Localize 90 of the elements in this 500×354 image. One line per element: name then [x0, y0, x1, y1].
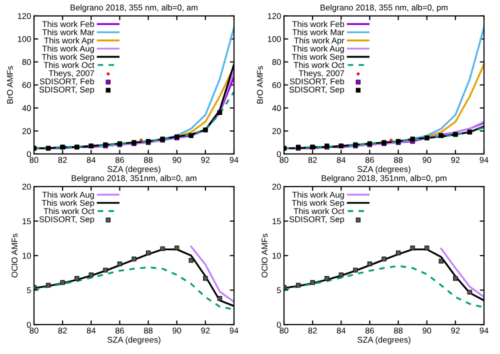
- x-tick-label: 90: [422, 156, 432, 163]
- legend-label: This work Sep: [292, 54, 344, 62]
- x-tick-label: 82: [58, 328, 67, 334]
- x-tick-label: 94: [230, 328, 238, 334]
- legend-label: SDISORT, Sep: [39, 86, 94, 94]
- x-tick-label: 82: [308, 328, 317, 334]
- legend-label: This work Mar: [292, 29, 344, 36]
- legend-label: This work Sep: [42, 200, 94, 208]
- chart-title: Belgrano 2018, 355 nm, alb=0, pm: [320, 4, 448, 12]
- legend-label: SDISORT, Feb: [290, 78, 344, 86]
- y-tick-label: 10: [272, 252, 281, 259]
- x-tick-label: 92: [451, 156, 460, 163]
- y-tick-label: 5: [276, 287, 281, 294]
- legend-label: This work Sep: [292, 200, 344, 208]
- legend-label: This work Oct: [294, 208, 344, 214]
- y-axis-title: BrO AMFs: [6, 66, 13, 104]
- legend-label: This work Oct: [294, 62, 344, 68]
- legend-label: This work Apr: [44, 37, 94, 46]
- y-tick-label: 0: [276, 322, 281, 328]
- x-axis-title: SZA (degrees): [358, 166, 410, 174]
- x-tick-label: 88: [394, 328, 403, 334]
- y-tick-label: 60: [22, 82, 31, 88]
- legend-label: This work Mar: [42, 29, 94, 36]
- x-tick-label: 88: [394, 156, 403, 163]
- legend-label: SDISORT, Sep: [289, 216, 344, 224]
- x-tick-label: 84: [336, 328, 346, 334]
- y-tick-label: 20: [22, 184, 31, 190]
- x-tick-label: 82: [308, 156, 317, 163]
- legend-label: This work Oct: [44, 62, 94, 68]
- legend-label: This work Sep: [42, 54, 94, 62]
- y-tick-label: 0: [276, 151, 281, 158]
- legend-label: SDISORT, Sep: [289, 86, 344, 94]
- x-tick-label: 94: [230, 156, 238, 163]
- legend-label: This work Aug: [292, 192, 344, 200]
- y-tick-label: 10: [22, 252, 31, 259]
- y-axis-title: BrO AMFs: [256, 66, 263, 104]
- x-tick-label: 94: [480, 328, 488, 334]
- x-tick-label: 90: [172, 328, 182, 334]
- legend-label: This work Aug: [42, 45, 94, 54]
- legend-label: SDISORT, Feb: [40, 78, 94, 86]
- legend-label: Theys, 2007: [48, 70, 94, 78]
- x-tick-label: 88: [144, 156, 153, 163]
- x-tick-label: 92: [201, 156, 210, 163]
- x-tick-label: 90: [172, 156, 182, 163]
- y-tick-label: 40: [22, 105, 31, 112]
- y-tick-label: 20: [272, 184, 281, 190]
- chart-title: Belgrano 2018, 355 nm, alb=0, am: [70, 4, 198, 12]
- y-tick-label: 40: [272, 105, 281, 112]
- y-tick-label: 15: [22, 218, 31, 224]
- y-tick-label: 15: [272, 218, 281, 224]
- legend-label: This work Oct: [44, 208, 94, 214]
- y-tick-label: 20: [22, 128, 31, 134]
- legend-label: This work Feb: [42, 20, 94, 28]
- y-tick-label: 0: [26, 151, 31, 158]
- x-axis-title: SZA (degrees): [358, 336, 410, 344]
- y-axis-title: OClO AMFs: [11, 234, 18, 278]
- y-tick-label: 80: [22, 59, 31, 66]
- x-tick-label: 92: [201, 328, 210, 334]
- legend-label: Theys, 2007: [298, 70, 344, 78]
- x-tick-label: 88: [144, 328, 153, 334]
- x-tick-label: 86: [115, 328, 124, 334]
- x-tick-label: 94: [480, 156, 488, 163]
- y-tick-label: 100: [18, 36, 31, 42]
- y-tick-label: 20: [272, 128, 281, 134]
- y-axis-title: OClO AMFs: [261, 234, 268, 278]
- x-tick-label: 84: [336, 156, 346, 163]
- x-tick-label: 86: [115, 156, 124, 163]
- y-tick-label: 5: [26, 287, 31, 294]
- y-tick-label: 100: [268, 36, 281, 42]
- y-tick-label: 80: [272, 59, 281, 66]
- chart-title: Belgrano 2018, 351nm, alb=0, pm: [322, 174, 446, 183]
- x-tick-label: 86: [365, 328, 374, 334]
- legend-label: This work Feb: [292, 20, 344, 28]
- legend-label: This work Aug: [292, 45, 344, 54]
- x-tick-label: 84: [86, 328, 96, 334]
- legend-label: This work Apr: [294, 37, 344, 46]
- y-tick-label: 60: [272, 82, 281, 88]
- x-tick-label: 90: [422, 328, 432, 334]
- y-tick-label: 120: [268, 13, 281, 20]
- legend-label: This work Aug: [42, 192, 94, 200]
- legend-label: SDISORT, Sep: [39, 216, 94, 224]
- x-axis-title: SZA (degrees): [108, 336, 160, 344]
- x-tick-label: 84: [86, 156, 96, 163]
- chart-title: Belgrano 2018, 351nm, alb=0, am: [72, 174, 196, 183]
- y-tick-label: 0: [26, 322, 31, 328]
- x-tick-label: 92: [451, 328, 460, 334]
- x-axis-title: SZA (degrees): [108, 166, 160, 174]
- y-tick-label: 120: [18, 13, 31, 20]
- x-tick-label: 86: [365, 156, 374, 163]
- x-tick-label: 82: [58, 156, 67, 163]
